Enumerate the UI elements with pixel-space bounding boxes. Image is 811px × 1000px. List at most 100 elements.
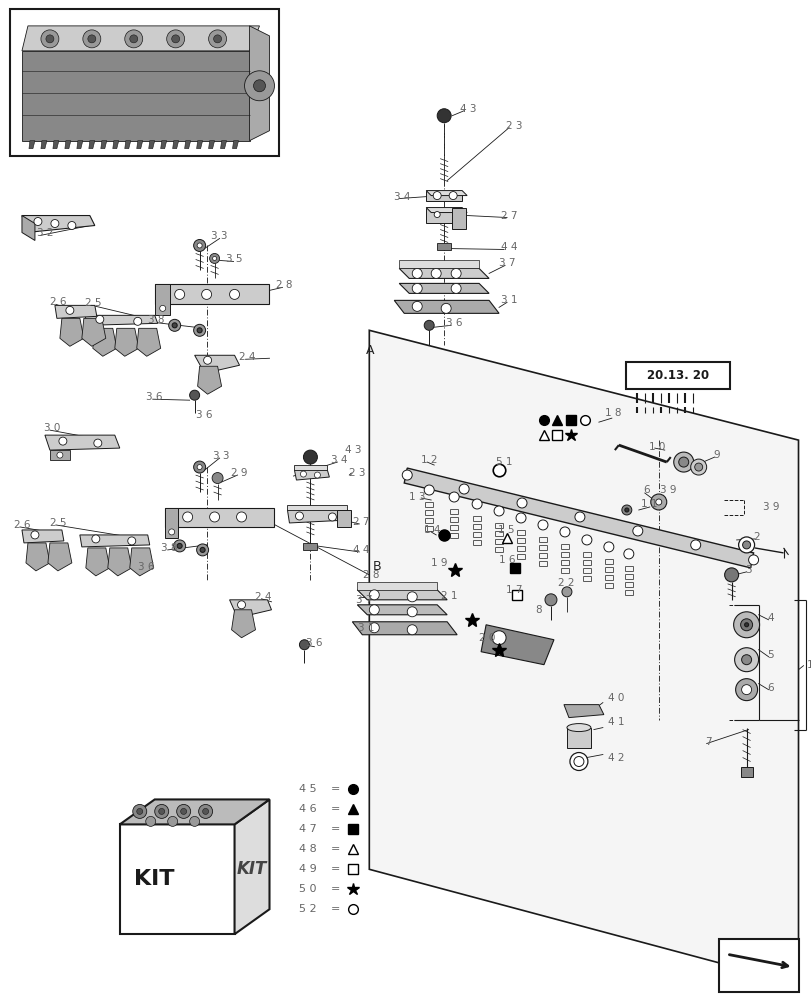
Polygon shape — [404, 468, 753, 568]
Polygon shape — [92, 328, 117, 356]
Circle shape — [34, 218, 42, 226]
Polygon shape — [26, 543, 49, 571]
Text: 4 2: 4 2 — [607, 753, 624, 763]
Polygon shape — [287, 505, 347, 510]
Polygon shape — [108, 548, 131, 576]
Circle shape — [193, 461, 205, 473]
Polygon shape — [114, 328, 139, 356]
Text: 5 1: 5 1 — [496, 457, 512, 467]
Circle shape — [328, 513, 336, 521]
Circle shape — [440, 303, 451, 313]
Polygon shape — [231, 610, 255, 638]
Circle shape — [197, 465, 202, 470]
Text: 4 7: 4 7 — [298, 824, 316, 834]
Text: 3 3: 3 3 — [211, 231, 228, 241]
Polygon shape — [86, 548, 109, 576]
Circle shape — [209, 253, 219, 263]
Circle shape — [436, 109, 451, 123]
Circle shape — [182, 512, 192, 522]
Text: 4: 4 — [766, 613, 773, 623]
Text: 1 9: 1 9 — [431, 558, 447, 568]
Polygon shape — [22, 51, 249, 141]
Polygon shape — [436, 243, 451, 250]
Text: 3 9: 3 9 — [762, 502, 779, 512]
Circle shape — [369, 590, 379, 600]
Circle shape — [423, 485, 434, 495]
Polygon shape — [165, 508, 178, 538]
Text: 4 5: 4 5 — [298, 784, 315, 794]
Circle shape — [196, 544, 208, 556]
Circle shape — [203, 808, 208, 814]
Polygon shape — [155, 284, 169, 315]
Text: 3 6: 3 6 — [306, 638, 322, 648]
Circle shape — [190, 816, 200, 826]
Circle shape — [213, 35, 221, 43]
Circle shape — [94, 439, 101, 447]
Circle shape — [169, 529, 174, 535]
Polygon shape — [426, 191, 461, 201]
Polygon shape — [426, 208, 466, 213]
Text: 5 2: 5 2 — [298, 904, 315, 914]
Circle shape — [212, 473, 223, 484]
Ellipse shape — [566, 724, 590, 732]
Circle shape — [407, 607, 417, 617]
Circle shape — [471, 499, 482, 509]
Circle shape — [199, 804, 212, 818]
Circle shape — [177, 543, 182, 548]
Text: 3 2: 3 2 — [36, 228, 53, 238]
Polygon shape — [48, 543, 72, 571]
Text: 3 7: 3 7 — [498, 258, 515, 268]
Circle shape — [96, 315, 104, 323]
Polygon shape — [136, 328, 161, 356]
Text: 2 1: 2 1 — [440, 591, 457, 601]
Text: 8: 8 — [535, 605, 542, 615]
Text: 1 8: 1 8 — [604, 408, 620, 418]
Circle shape — [51, 220, 59, 228]
Circle shape — [451, 283, 461, 293]
Text: 2 8: 2 8 — [276, 280, 292, 290]
Circle shape — [244, 71, 274, 101]
Circle shape — [145, 816, 156, 826]
Text: 1 4: 1 4 — [423, 525, 440, 535]
Circle shape — [369, 605, 379, 615]
Polygon shape — [120, 824, 234, 934]
Circle shape — [57, 452, 62, 458]
Circle shape — [253, 80, 265, 92]
Text: 1 3: 1 3 — [409, 492, 425, 502]
Polygon shape — [22, 530, 64, 543]
Text: KIT: KIT — [135, 869, 174, 889]
Text: KIT: KIT — [236, 860, 266, 878]
Polygon shape — [45, 435, 120, 450]
Circle shape — [295, 512, 303, 520]
Circle shape — [314, 472, 320, 478]
Polygon shape — [230, 600, 271, 618]
Polygon shape — [196, 141, 203, 149]
Text: 3 9: 3 9 — [659, 485, 676, 495]
Circle shape — [236, 512, 247, 522]
Polygon shape — [399, 260, 478, 268]
Polygon shape — [155, 284, 269, 304]
Text: 3 6: 3 6 — [196, 410, 212, 420]
Circle shape — [177, 804, 191, 818]
Circle shape — [448, 492, 458, 502]
Circle shape — [46, 35, 54, 43]
Text: 4 6: 4 6 — [298, 804, 315, 814]
Circle shape — [740, 619, 752, 631]
Polygon shape — [249, 26, 269, 141]
Text: 3 7: 3 7 — [356, 595, 372, 605]
Circle shape — [734, 648, 757, 672]
Text: 3 6: 3 6 — [139, 562, 155, 572]
Circle shape — [66, 306, 74, 314]
Circle shape — [166, 30, 184, 48]
Text: 2 7: 2 7 — [500, 211, 517, 221]
Text: 3 5: 3 5 — [226, 254, 242, 264]
Circle shape — [423, 320, 434, 330]
Circle shape — [197, 328, 202, 333]
Text: 3 6: 3 6 — [445, 318, 461, 328]
Circle shape — [432, 192, 440, 200]
Circle shape — [212, 256, 217, 260]
Circle shape — [491, 631, 505, 645]
Text: 1 1: 1 1 — [640, 499, 656, 509]
Polygon shape — [294, 465, 327, 470]
Polygon shape — [208, 141, 214, 149]
